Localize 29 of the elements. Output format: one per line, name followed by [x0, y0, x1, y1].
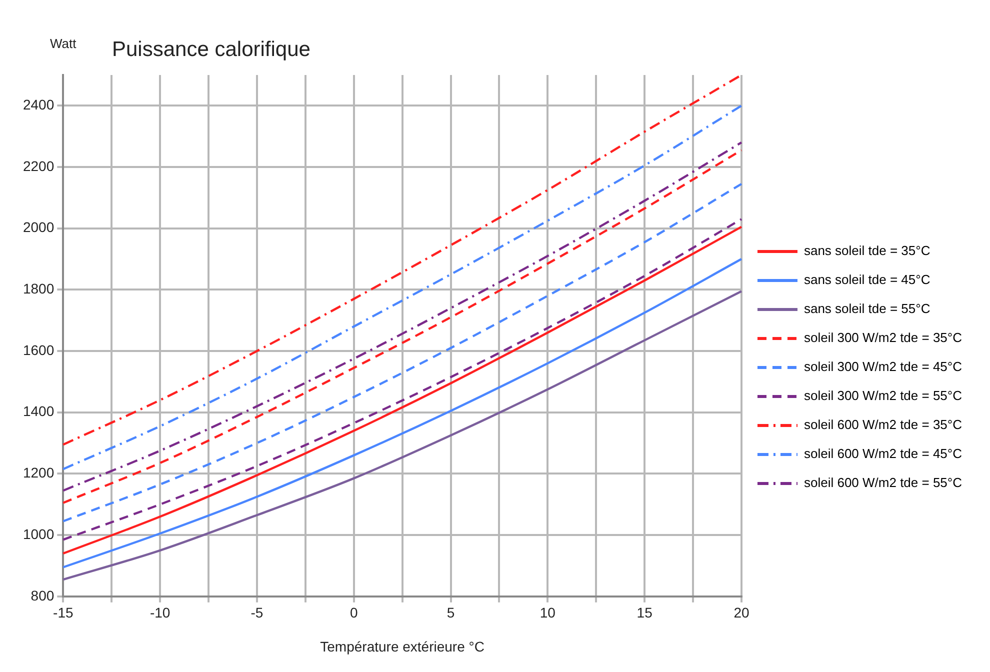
y-tick-label: 1200 [22, 464, 54, 481]
x-tick-label: 15 [636, 604, 653, 621]
legend-label: sans soleil tde = 45°C [804, 272, 930, 288]
y-tick-label: 2400 [22, 96, 54, 113]
legend-label: sans soleil tde = 55°C [804, 301, 930, 316]
x-tick-label: -15 [53, 604, 74, 621]
y-tick-label: 800 [30, 587, 54, 604]
legend-label: soleil 600 W/m2 tde = 55°C [804, 475, 962, 490]
y-tick-label: 1800 [22, 280, 54, 297]
x-axis-title: Température extérieure °C [320, 638, 484, 654]
legend-label: soleil 600 W/m2 tde = 35°C [804, 417, 962, 432]
x-tick-label: -5 [250, 604, 264, 621]
x-tick-label: 0 [350, 604, 358, 621]
y-tick-label: 1000 [22, 526, 54, 542]
y-axis-title: Watt [50, 36, 77, 51]
x-tick-label: 20 [734, 604, 750, 621]
legend-label: sans soleil tde = 35°C [804, 243, 930, 258]
x-tick-label: 10 [540, 604, 556, 621]
y-tick-label: 2000 [22, 219, 54, 236]
legend-label: soleil 600 W/m2 tde = 45°C [804, 446, 962, 462]
x-tick-label: 5 [446, 604, 455, 621]
chart-title: Puissance calorifique [112, 38, 310, 61]
legend-label: soleil 300 W/m2 tde = 55°C [804, 388, 962, 404]
legend-label: soleil 300 W/m2 tde = 35°C [804, 330, 962, 346]
y-tick-label: 1600 [22, 342, 54, 358]
legend-label: soleil 300 W/m2 tde = 45°C [804, 359, 962, 374]
x-tick-label: -10 [150, 604, 170, 621]
y-tick-label: 2200 [22, 158, 54, 174]
y-tick-label: 1400 [22, 403, 54, 420]
